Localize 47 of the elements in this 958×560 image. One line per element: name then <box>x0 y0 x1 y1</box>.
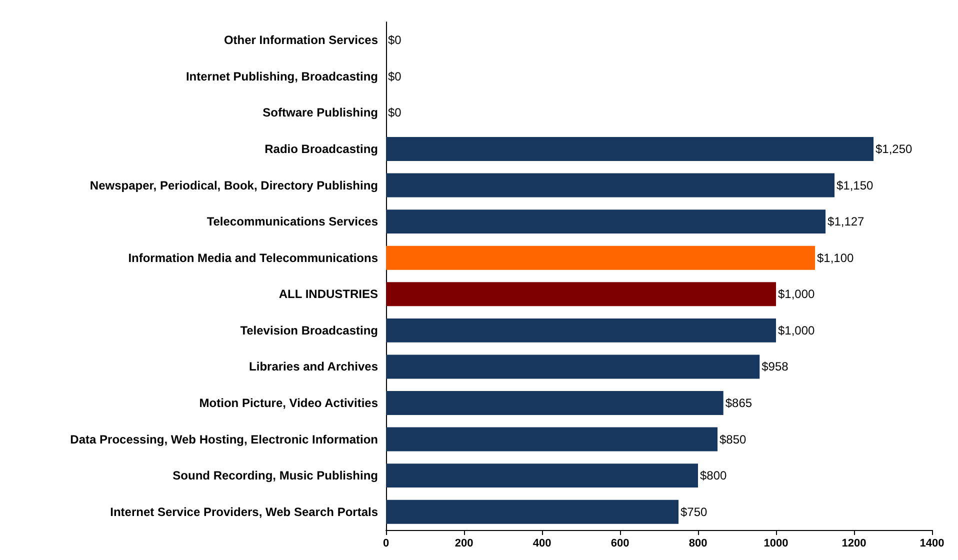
data-label: $750 <box>680 504 708 519</box>
y-tick-label: Radio Broadcasting <box>264 142 378 156</box>
x-tick-label: 600 <box>610 538 630 550</box>
data-label: $1,127 <box>828 214 865 229</box>
y-tick-label: Software Publishing <box>262 106 378 120</box>
y-tick-label: Libraries and Archives <box>249 360 378 374</box>
y-tick-label: Internet Service Providers, Web Search Portals <box>110 504 378 519</box>
data-label: $1,000 <box>778 323 816 338</box>
data-label: $958 <box>762 360 789 374</box>
y-tick-label: Newspaper, Periodical, Book, Directory Publishing <box>90 178 378 192</box>
x-tick-label: 800 <box>688 538 708 550</box>
data-label: $0 <box>388 33 402 48</box>
data-label: $800 <box>700 468 728 483</box>
data-label: $1,150 <box>836 178 874 192</box>
y-tick-label: Data Processing, Web Hosting, Electronic Information <box>70 432 378 446</box>
y-tick-label: Sound Recording, Music Publishing <box>172 468 378 483</box>
bar <box>386 500 678 524</box>
x-tick-label: 1000 <box>764 538 788 550</box>
data-label: $0 <box>388 106 402 120</box>
x-tick-label: 1400 <box>920 538 944 550</box>
y-tick-label: ALL INDUSTRIES <box>278 287 378 302</box>
data-label: $1,100 <box>817 250 854 265</box>
data-label: $1,000 <box>778 287 816 302</box>
bar <box>386 318 776 342</box>
data-label: $0 <box>388 69 402 84</box>
y-tick-label: Internet Publishing, Broadcasting <box>186 69 378 84</box>
bar <box>386 282 776 306</box>
x-tick-label: 400 <box>532 538 552 550</box>
data-label: $865 <box>725 396 752 410</box>
data-label: $850 <box>720 432 747 446</box>
y-tick-label: Information Media and Telecommunications <box>128 250 378 265</box>
bar <box>386 391 724 415</box>
y-tick-label: Other Information Services <box>224 33 378 48</box>
bar <box>386 173 834 198</box>
bar <box>386 210 826 234</box>
y-tick-label: Motion Picture, Video Activities <box>199 396 378 410</box>
bar <box>386 246 815 270</box>
x-tick-label: 0 <box>382 538 390 550</box>
x-tick-label: 1200 <box>842 538 866 550</box>
bar <box>386 464 698 488</box>
x-tick-label: 200 <box>454 538 474 550</box>
bar <box>386 137 874 161</box>
bar <box>386 354 760 379</box>
y-tick-label: Television Broadcasting <box>240 323 378 338</box>
bar <box>386 427 718 452</box>
data-label: $1,250 <box>876 142 913 156</box>
y-tick-label: Telecommunications Services <box>206 214 378 229</box>
